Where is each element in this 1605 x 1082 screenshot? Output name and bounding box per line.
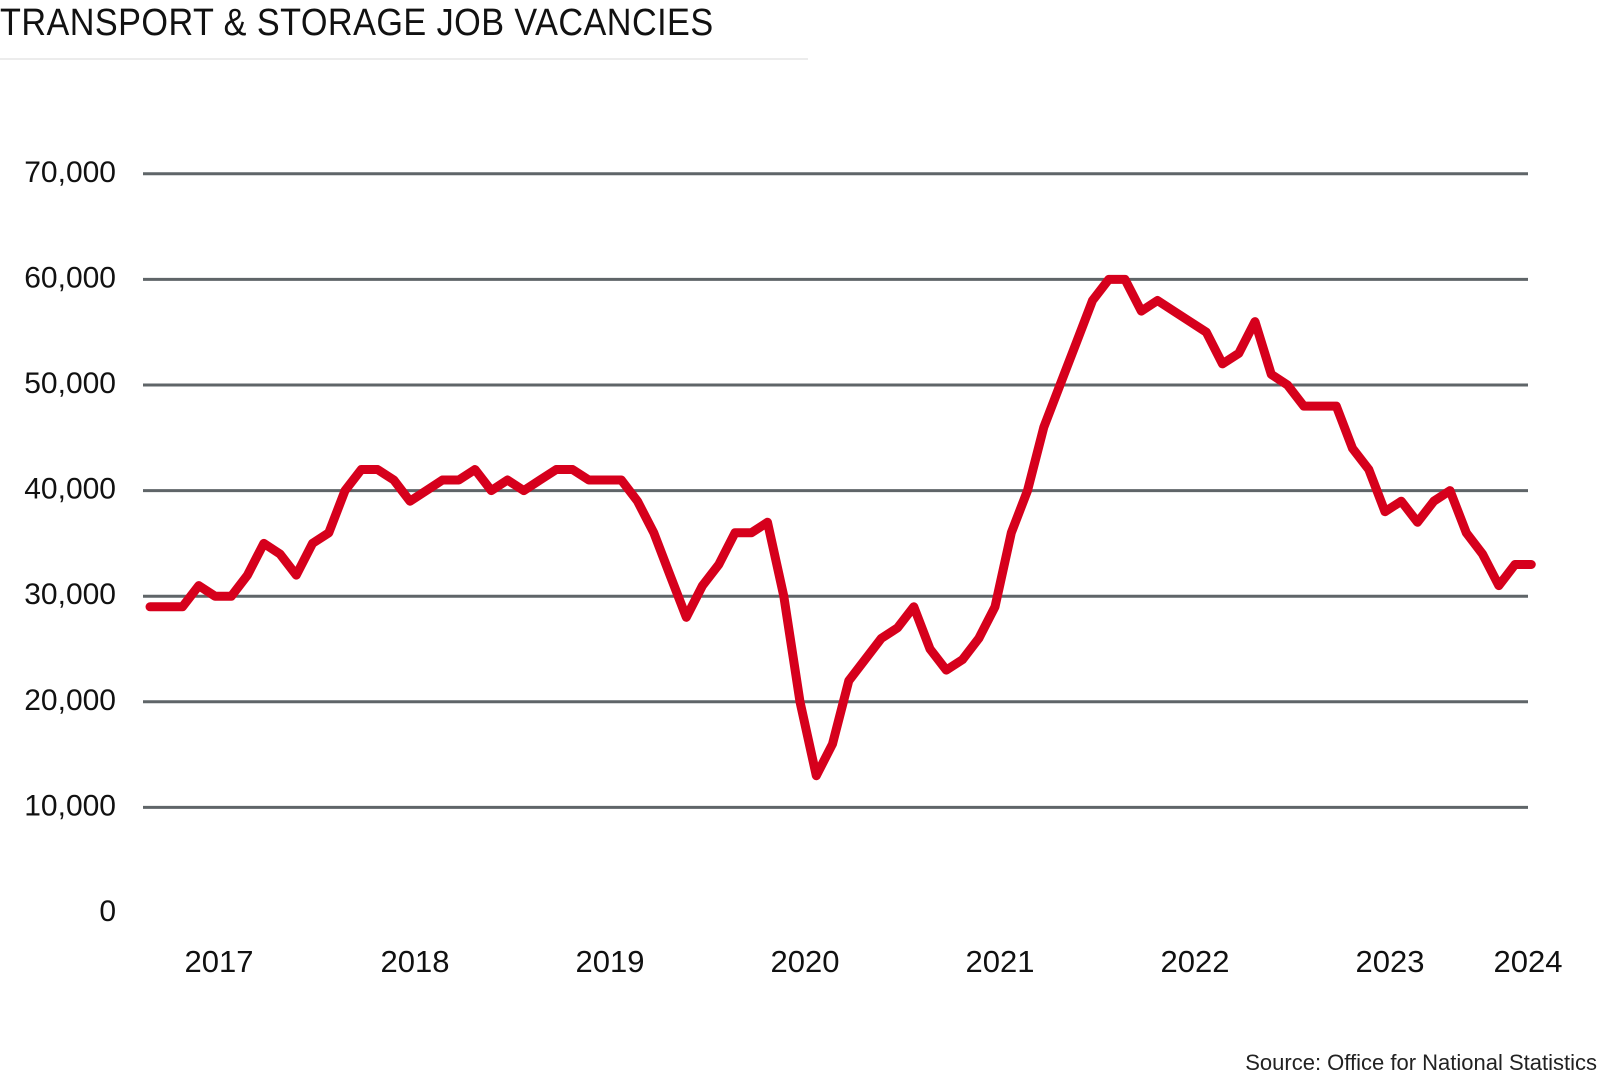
y-tick-label: 30,000: [24, 578, 116, 611]
title-divider: [0, 58, 808, 60]
y-tick-label: 0: [99, 895, 116, 928]
source-note: Source: Office for National Statistics: [1245, 1050, 1597, 1075]
x-tick-label: 2018: [381, 944, 450, 979]
x-tick-label: 2017: [185, 944, 254, 979]
y-tick-label: 50,000: [24, 367, 116, 400]
gridlines: [143, 172, 1528, 809]
vacancies-line: [145, 274, 1536, 781]
x-tick-label: 2022: [1161, 944, 1230, 979]
x-tick-label: 2023: [1356, 944, 1425, 979]
y-axis-labels: 0 10,000 20,000 30,000 40,000 50,000 60,000 70,…: [24, 156, 116, 928]
x-tick-label: 2019: [576, 944, 645, 979]
chart-title: TRANSPORT & STORAGE JOB VACANCIES: [0, 2, 714, 44]
x-tick-label: 2021: [966, 944, 1035, 979]
x-tick-label: 2020: [771, 944, 840, 979]
y-tick-label: 60,000: [24, 261, 116, 294]
y-tick-label: 20,000: [24, 684, 116, 717]
y-tick-label: 10,000: [24, 789, 116, 822]
y-tick-label: 40,000: [24, 473, 116, 506]
x-tick-label: 2024: [1494, 944, 1563, 979]
y-tick-label: 70,000: [24, 156, 116, 189]
x-axis-labels: 2017 2018 2019 2020 2021 2022 2023 2024: [185, 944, 1563, 979]
